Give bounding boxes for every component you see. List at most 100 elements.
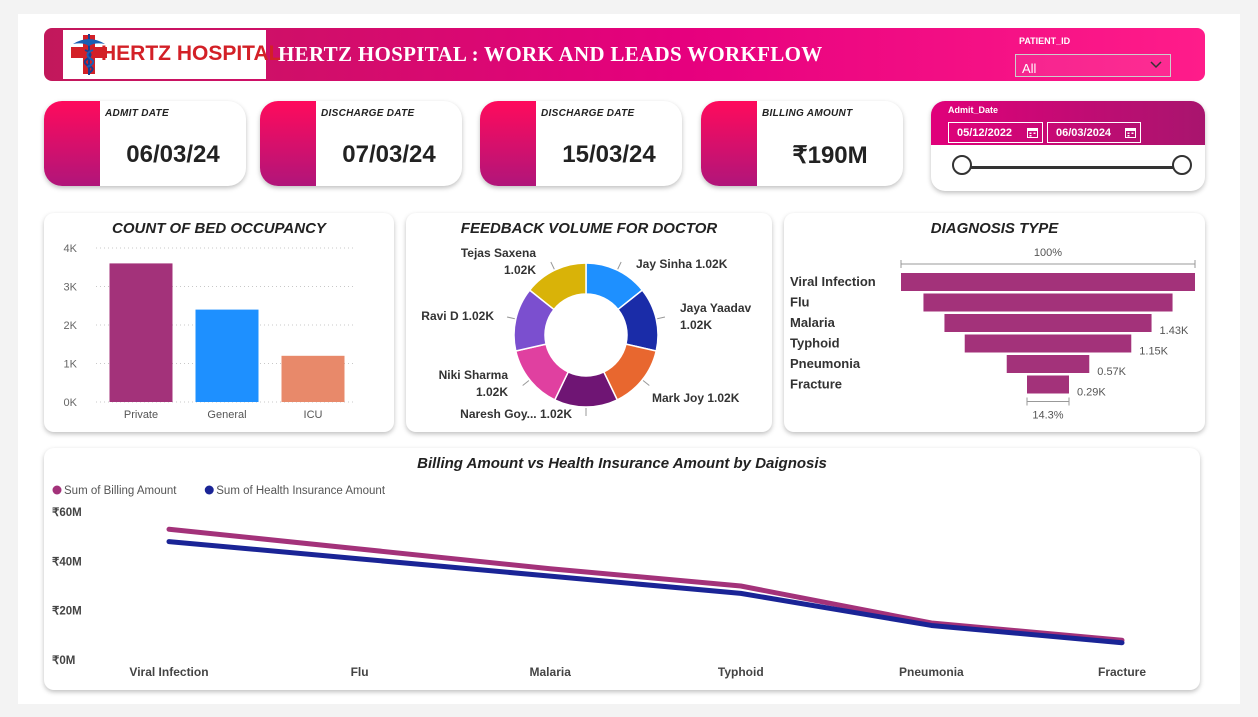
kpi-discharge-date-1: DISCHARGE DATE 07/03/24: [260, 101, 462, 186]
caduceus-icon: [71, 34, 107, 75]
funnel-bar: [964, 334, 1132, 353]
page-title: HERTZ HOSPITAL : WORK AND LEADS WORKFLOW: [278, 42, 823, 66]
funnel-value-label: 1.15K: [1139, 346, 1168, 358]
bar-private: [109, 263, 173, 402]
funnel-category-label: Fracture: [790, 377, 842, 392]
x-tick-label: Pneumonia: [899, 665, 964, 679]
patient-id-value: All: [1022, 61, 1037, 76]
kpi-value: 07/03/24: [342, 141, 436, 168]
patient-id-dropdown[interactable]: All: [1015, 54, 1171, 77]
y-tick-label: 0K: [64, 397, 78, 409]
leader-line: [642, 380, 650, 386]
funnel-bar: [923, 293, 1173, 312]
funnel-category-label: Pneumonia: [790, 356, 861, 371]
kpi-label: ADMIT DATE: [105, 108, 169, 119]
slice-label: Jay Sinha 1.02K: [636, 257, 728, 271]
feedback-donut-chart: Jay Sinha 1.02K Jaya Yaadav 1.02K Mark Joy …: [421, 246, 752, 421]
leader-line: [657, 316, 666, 320]
kpi-label: DISCHARGE DATE: [321, 108, 415, 119]
funnel-value-label: 0.29K: [1077, 387, 1106, 399]
funnel-bar: [1006, 355, 1090, 373]
leader-line: [617, 261, 622, 270]
leader-line: [522, 380, 530, 386]
x-tick-label: Viral Infection: [129, 665, 208, 679]
x-tick-label: Flu: [351, 665, 369, 679]
kpi-accent-bar: [44, 101, 100, 186]
x-tick-label: Typhoid: [718, 665, 764, 679]
y-tick-label: ₹60M: [52, 507, 82, 519]
slice-label: Naresh Goy... 1.02K: [460, 407, 572, 421]
kpi-label: DISCHARGE DATE: [541, 108, 635, 119]
chart-title: DIAGNOSIS TYPE: [930, 220, 1059, 237]
kpi-value: 15/03/24: [562, 141, 656, 168]
bed-occupancy-card: COUNT OF BED OCCUPANCY 0K 1K 2K 3K 4K Private…: [44, 213, 394, 432]
slider-start-handle[interactable]: [952, 155, 972, 175]
calendar-icon: [1027, 128, 1038, 138]
slice-name-label: Niki Sharma: [439, 368, 509, 382]
logo-text: HERTZ HOSPITAL: [101, 42, 282, 65]
funnel-bar: [1027, 375, 1069, 394]
slicer-header: [931, 101, 1205, 145]
y-tick-label: 3K: [64, 282, 78, 294]
bar-icu: [281, 355, 345, 402]
y-tick-label: ₹0M: [52, 655, 75, 667]
y-tick-label: ₹40M: [52, 556, 82, 568]
y-tick-label: 2K: [64, 320, 78, 332]
slice-label: Ravi D 1.02K: [421, 309, 494, 323]
slider-end-handle[interactable]: [1172, 155, 1192, 175]
billing-line-chart: Sum of Billing Amount Sum of Health Insur…: [52, 485, 1146, 679]
patient-id-label: PATIENT_ID: [1019, 36, 1071, 46]
chart-title: Billing Amount vs Health Insurance Amoun…: [417, 455, 827, 472]
kpi-billing-amount: BILLING AMOUNT ₹190M: [701, 101, 903, 186]
diagnosis-card: DIAGNOSIS TYPE 100% Viral Infection Flu Mal…: [784, 213, 1205, 432]
x-tick-label: ICU: [304, 409, 323, 421]
x-tick-label: Fracture: [1098, 665, 1146, 679]
funnel-bar: [944, 314, 1152, 332]
billing-line-card: Billing Amount vs Health Insurance Amoun…: [44, 448, 1200, 690]
funnel-bottom-percent: 14.3%: [1032, 410, 1063, 422]
x-tick-label: Malaria: [530, 665, 572, 679]
x-tick-label: Private: [124, 409, 158, 421]
slice-name-label: Jaya Yaadav: [680, 301, 752, 315]
funnel-category-label: Malaria: [790, 315, 836, 330]
kpi-value: 06/03/24: [126, 141, 220, 168]
kpi-accent-bar: [260, 101, 316, 186]
funnel-category-label: Typhoid: [790, 336, 840, 351]
legend-label: Sum of Billing Amount: [64, 485, 177, 497]
chart-title: FEEDBACK VOLUME FOR DOCTOR: [460, 220, 718, 237]
kpi-accent-bar: [480, 101, 536, 186]
legend-marker: [52, 485, 62, 495]
calendar-icon: [1125, 128, 1136, 138]
legend-label: Sum of Health Insurance Amount: [216, 485, 386, 497]
start-date-input[interactable]: 05/12/2022: [948, 122, 1043, 143]
funnel-value-label: 1.43K: [1160, 325, 1189, 337]
diagnosis-funnel-chart: 100% Viral Infection Flu Malaria 1.43K Typhoi…: [790, 247, 1196, 422]
bed-occupancy-chart: 0K 1K 2K 3K 4K Private General ICU: [64, 243, 354, 421]
leader-line: [550, 261, 555, 270]
funnel-top-percent: 100%: [1034, 247, 1062, 259]
kpi-discharge-date-2: DISCHARGE DATE 15/03/24: [480, 101, 682, 186]
funnel-value-label: 0.57K: [1097, 366, 1126, 378]
chart-title: COUNT OF BED OCCUPANCY: [112, 220, 326, 237]
y-tick-label: 4K: [64, 243, 78, 255]
y-tick-label: ₹20M: [52, 606, 82, 618]
bar-general: [195, 309, 259, 402]
leader-line: [506, 316, 515, 320]
series-line-insurance: [166, 539, 1125, 646]
slice-name-label: Tejas Saxena: [461, 246, 536, 260]
start-date-value: 05/12/2022: [957, 127, 1013, 139]
kpi-admit-date: ADMIT DATE 06/03/24: [44, 101, 246, 186]
kpi-label: BILLING AMOUNT: [762, 108, 853, 119]
slice-value-label: 1.02K: [504, 263, 536, 277]
x-tick-label: General: [207, 409, 246, 421]
kpi-accent-bar: [701, 101, 757, 186]
end-date-input[interactable]: 06/03/2024: [1047, 122, 1141, 143]
slice-value-label: 1.02K: [476, 385, 508, 399]
end-date-value: 06/03/2024: [1056, 127, 1112, 139]
hospital-logo: HERTZ HOSPITAL: [63, 30, 281, 79]
slicer-label: Admit_Date: [948, 105, 999, 115]
funnel-category-label: Flu: [790, 295, 810, 310]
chevron-down-icon: [1150, 61, 1162, 69]
slider-track: [961, 166, 1183, 169]
funnel-bar: [901, 273, 1195, 291]
